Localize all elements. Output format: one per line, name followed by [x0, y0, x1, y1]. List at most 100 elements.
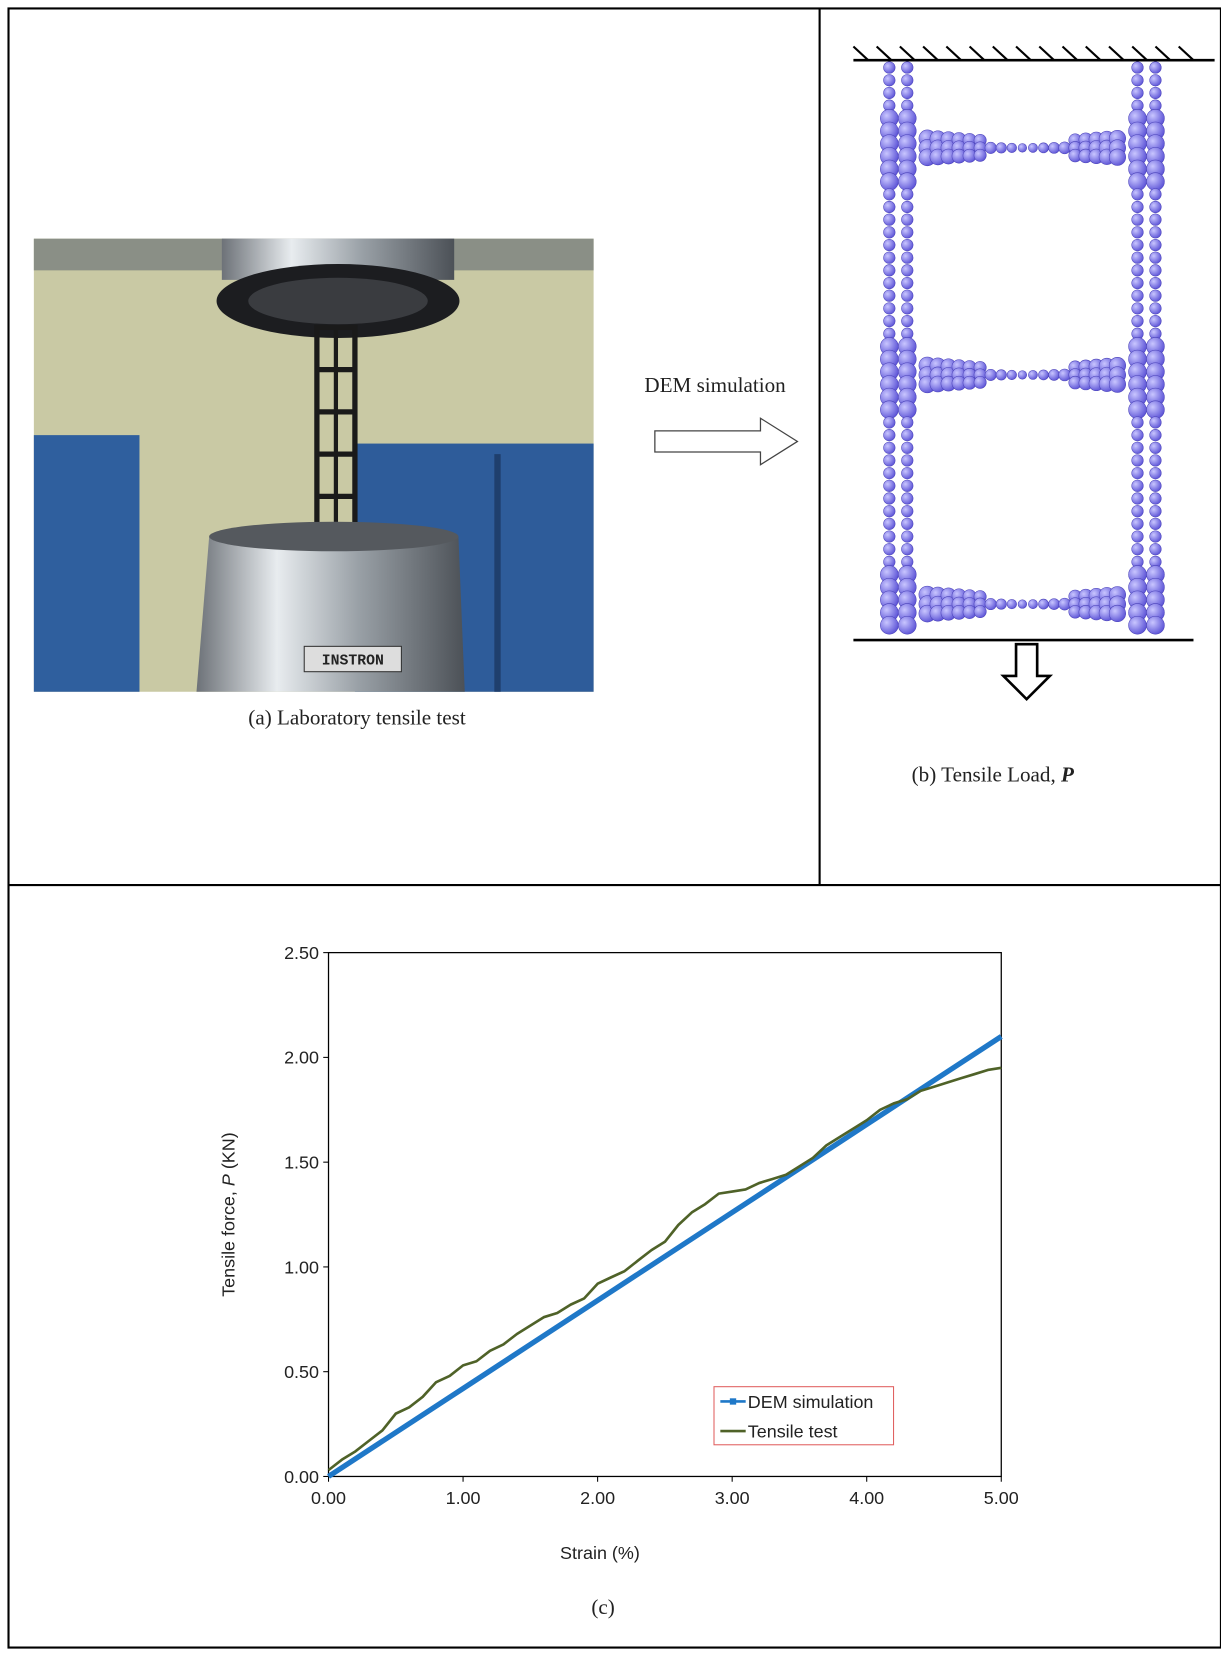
particle	[884, 239, 896, 251]
particle	[901, 315, 913, 327]
particle	[1132, 417, 1144, 429]
particle	[1049, 599, 1060, 610]
particle	[1150, 480, 1162, 492]
hatch	[1063, 46, 1078, 60]
particle	[996, 143, 1006, 153]
particle	[884, 315, 896, 327]
particle	[1150, 62, 1162, 74]
particle	[974, 376, 986, 388]
caption-symbol: P	[1060, 763, 1075, 787]
particle	[1109, 376, 1126, 393]
hatch	[970, 46, 985, 60]
particle	[1146, 173, 1164, 191]
particle	[884, 252, 896, 264]
hatch	[1132, 46, 1147, 60]
particle	[884, 290, 896, 302]
particle	[1132, 480, 1144, 492]
plot-area	[329, 953, 1002, 1477]
particle	[1150, 201, 1162, 213]
particle	[884, 480, 896, 492]
particle	[901, 201, 913, 213]
hatch	[1086, 46, 1101, 60]
caption: (b) Tensile Load, P	[912, 763, 1075, 787]
particle	[1007, 370, 1017, 380]
dem-model	[853, 46, 1214, 699]
particle	[901, 543, 913, 555]
particle	[1132, 227, 1144, 239]
y-tick-label: 0.00	[284, 1467, 319, 1487]
hatch	[877, 46, 892, 60]
hatch	[900, 46, 915, 60]
particle	[901, 189, 913, 201]
particle	[1132, 442, 1144, 454]
particle	[1132, 214, 1144, 226]
arrow-label: DEM simulation	[644, 373, 786, 397]
legend-marker	[730, 1398, 736, 1404]
particle	[884, 531, 896, 543]
y-tick-label: 2.50	[284, 943, 319, 963]
hatch	[853, 46, 868, 60]
legend-label: Tensile test	[748, 1421, 838, 1441]
particle	[996, 370, 1006, 380]
particle	[884, 62, 896, 74]
y-label-text: Tensile force,	[219, 1191, 239, 1297]
particle	[901, 290, 913, 302]
particle	[901, 239, 913, 251]
hatch	[993, 46, 1008, 60]
particle	[884, 74, 896, 86]
particle	[1132, 265, 1144, 277]
particle	[1150, 87, 1162, 99]
caption-text: (b) Tensile Load,	[912, 763, 1056, 787]
particle	[884, 442, 896, 454]
particle	[884, 87, 896, 99]
particle	[1132, 239, 1144, 251]
particle	[1150, 74, 1162, 86]
y-label-symbol: P	[219, 1174, 239, 1186]
hatch	[1109, 46, 1124, 60]
particle	[901, 252, 913, 264]
particle	[1018, 371, 1027, 380]
particle	[1038, 599, 1048, 609]
particle	[884, 429, 896, 441]
particle	[974, 149, 986, 161]
x-tick-label: 0.00	[311, 1488, 346, 1508]
y-axis-label: Tensile force, P (KN)	[219, 1132, 239, 1297]
particle	[884, 543, 896, 555]
particle	[884, 505, 896, 517]
particle	[1150, 467, 1162, 479]
hatch	[1155, 46, 1170, 60]
particle	[985, 369, 996, 380]
hatch	[923, 46, 938, 60]
particle	[901, 214, 913, 226]
particle	[884, 518, 896, 530]
photo-label: INSTRON	[322, 653, 384, 669]
hatch	[1016, 46, 1031, 60]
particle	[901, 455, 913, 467]
particle	[1132, 74, 1144, 86]
particle	[884, 189, 896, 201]
particle	[996, 599, 1006, 609]
particle	[1132, 467, 1144, 479]
particle	[1132, 290, 1144, 302]
photo: INSTRON	[34, 239, 594, 692]
hatch	[1039, 46, 1054, 60]
particle	[901, 265, 913, 277]
particle	[985, 142, 996, 153]
particle	[1132, 518, 1144, 530]
x-axis-label: Strain (%)	[560, 1543, 640, 1563]
particle	[901, 62, 913, 74]
page: {"panel_a": {"photo_label": "INSTRON", "…	[0, 0, 1221, 1656]
hatch	[1179, 46, 1194, 60]
particle	[1150, 214, 1162, 226]
particle	[1132, 505, 1144, 517]
particle	[901, 480, 913, 492]
particle	[884, 417, 896, 429]
particle	[1150, 518, 1162, 530]
particle	[1132, 277, 1144, 289]
particle	[901, 467, 913, 479]
particle	[1129, 616, 1147, 634]
particle	[1132, 201, 1144, 213]
particle	[1132, 87, 1144, 99]
particle	[884, 201, 896, 213]
x-tick-label: 2.00	[580, 1488, 615, 1508]
